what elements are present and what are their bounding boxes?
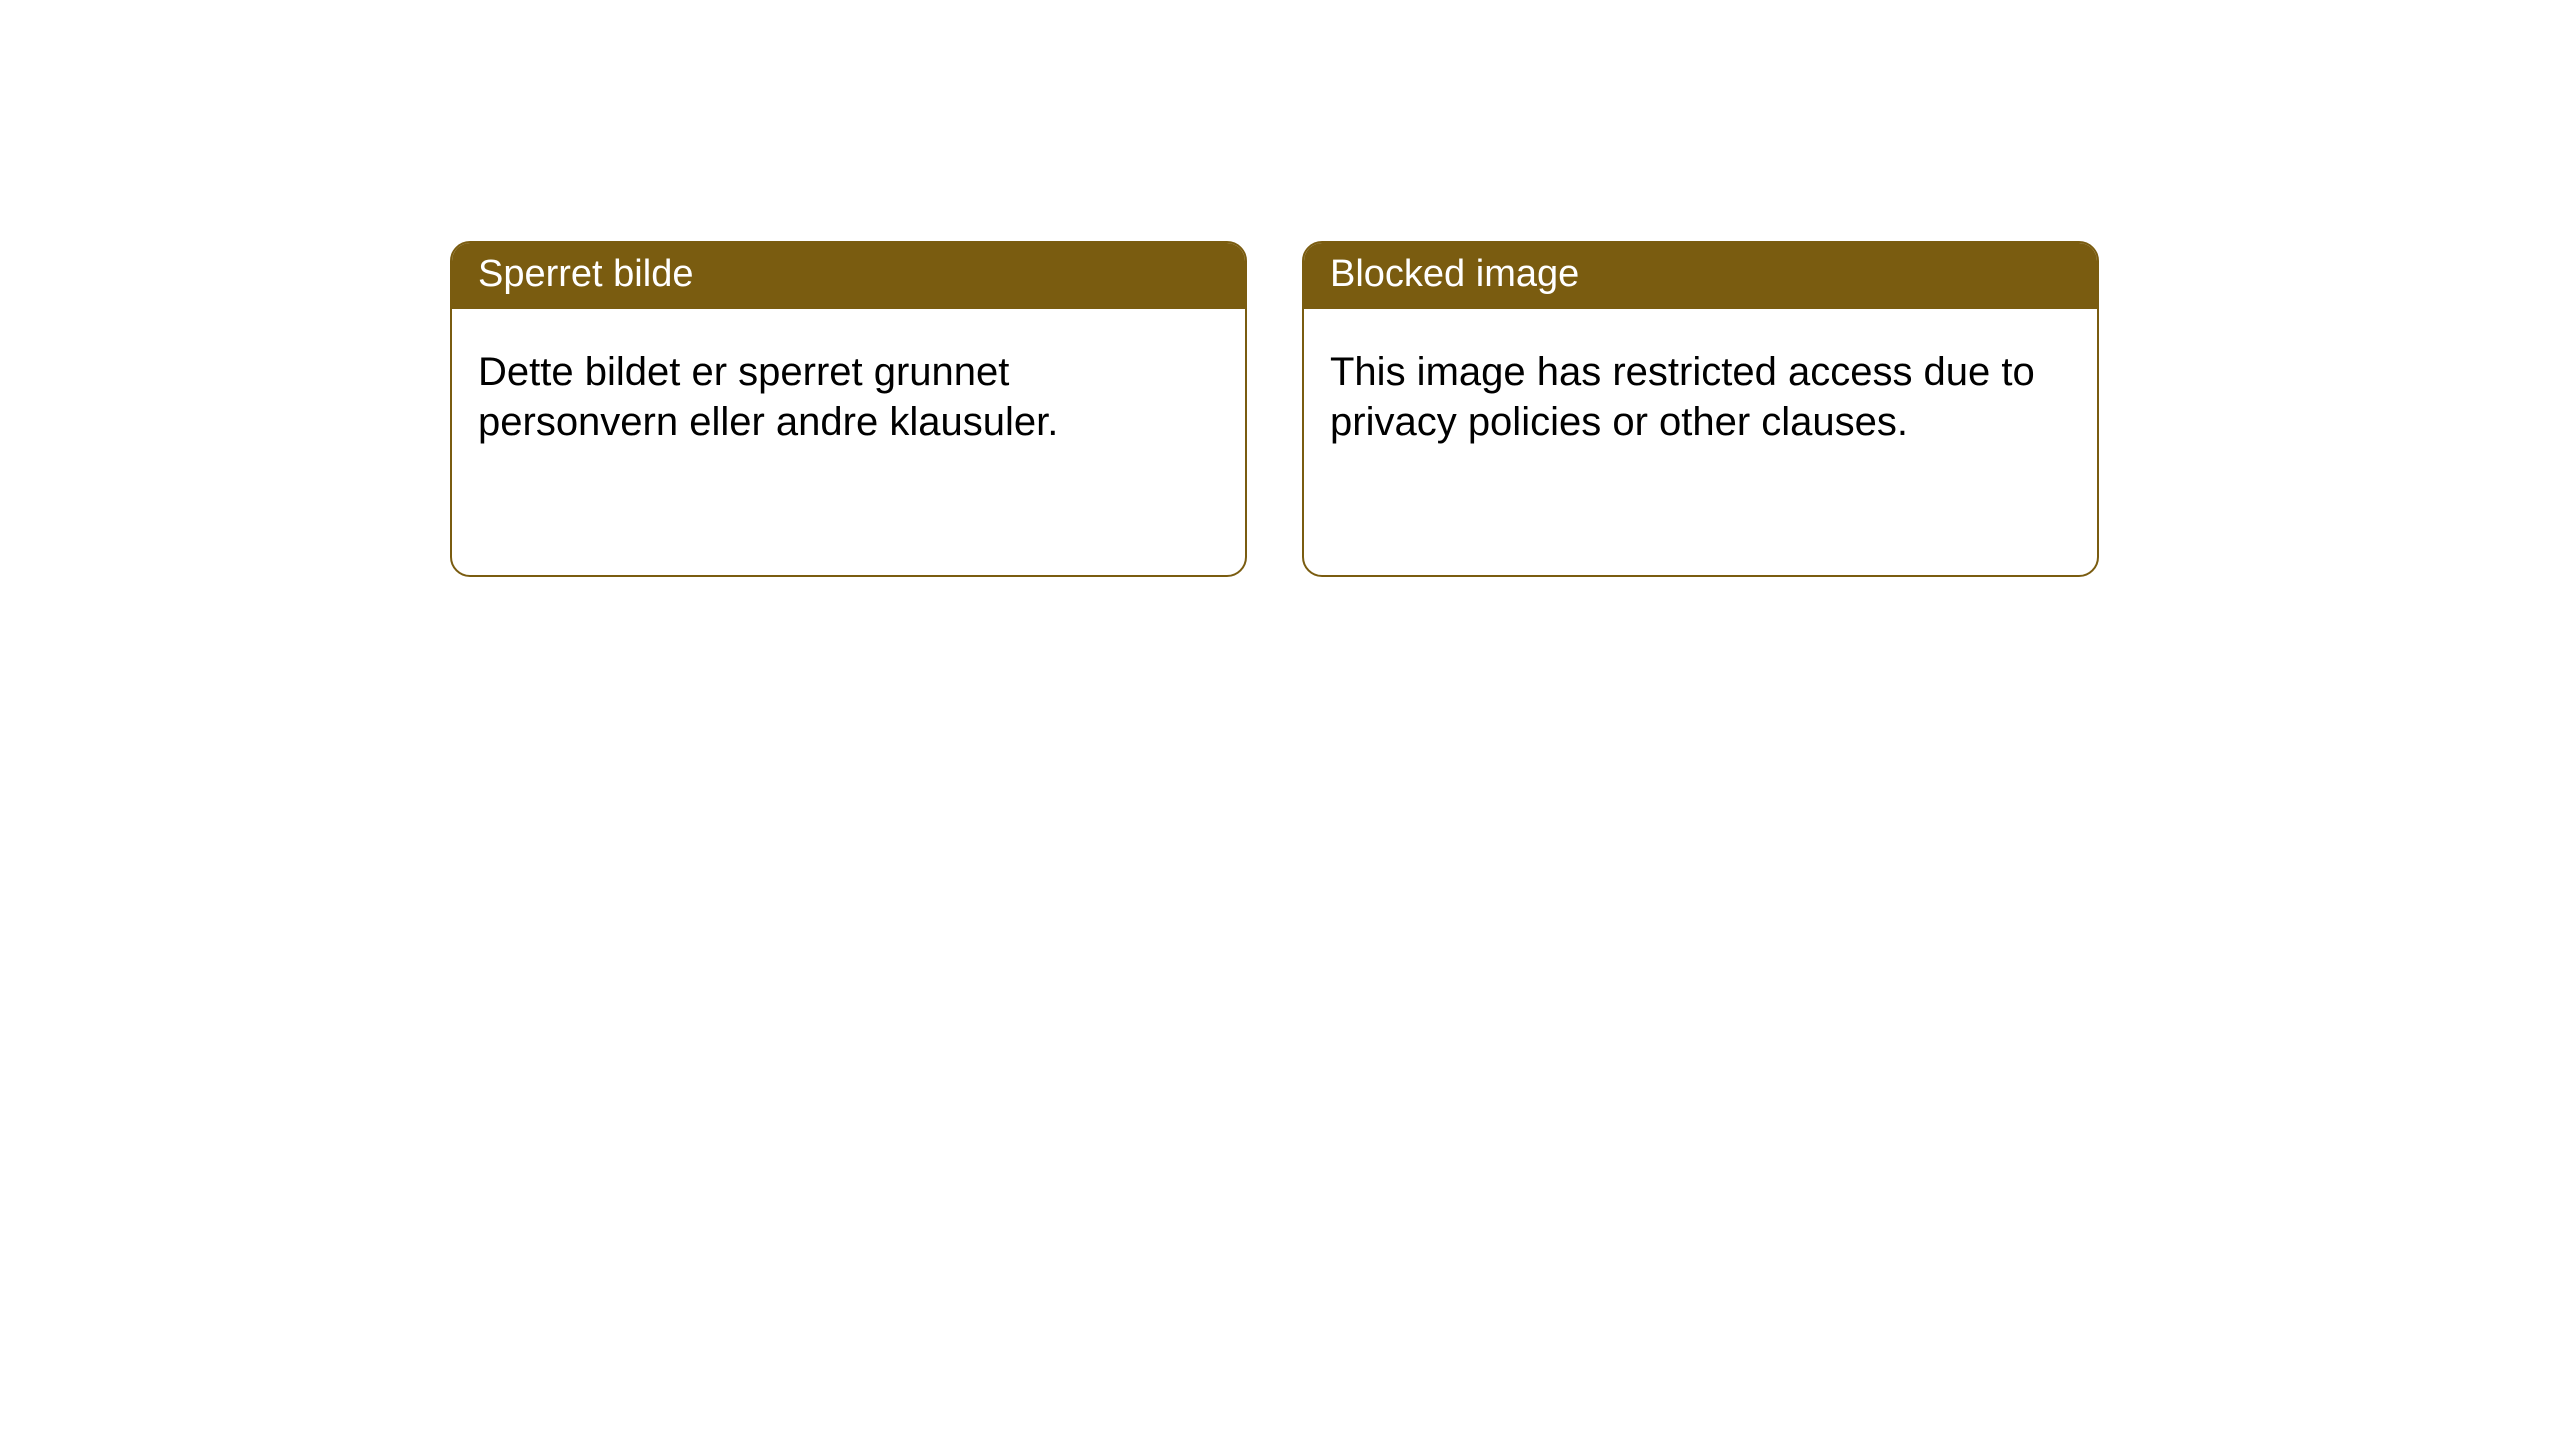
notice-container: Sperret bilde Dette bildet er sperret gr… [0,0,2560,577]
notice-header-norwegian: Sperret bilde [452,243,1245,309]
notice-box-norwegian: Sperret bilde Dette bildet er sperret gr… [450,241,1247,577]
notice-body-norwegian: Dette bildet er sperret grunnet personve… [452,309,1245,475]
notice-box-english: Blocked image This image has restricted … [1302,241,2099,577]
notice-body-english: This image has restricted access due to … [1304,309,2097,475]
notice-header-english: Blocked image [1304,243,2097,309]
